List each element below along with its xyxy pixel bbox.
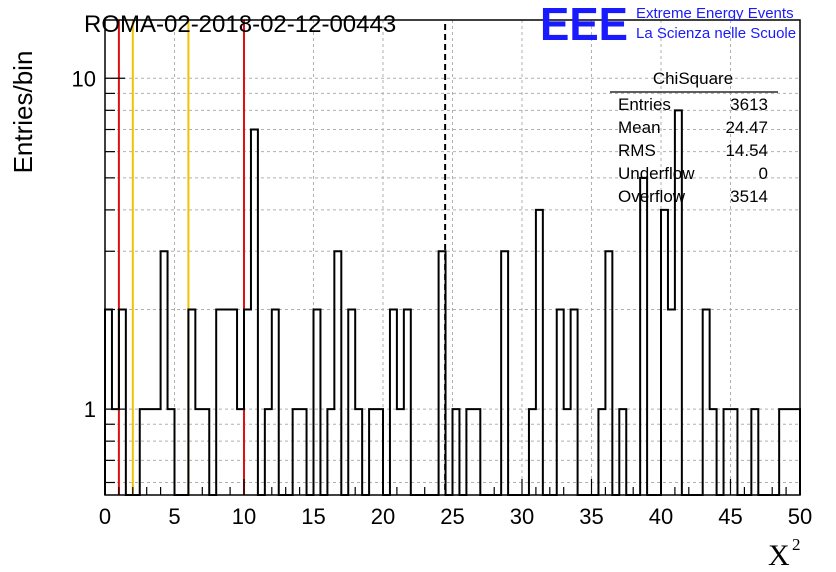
x-tick-label: 25	[440, 504, 464, 529]
stats-value: 3613	[730, 95, 768, 114]
x-tick-label: 40	[649, 504, 673, 529]
x-tick-label: 45	[718, 504, 742, 529]
x-axis-label: X 2	[768, 535, 801, 572]
stats-label: Mean	[618, 118, 661, 137]
x-tick-label: 20	[371, 504, 395, 529]
x-tick-labels: 0 5 10 15 20 25 30 35 40 45 50	[99, 504, 812, 529]
logo-line-2: La Scienza nelle Scuole	[636, 25, 796, 42]
stats-rows: Entries 3613 Mean 24.47 RMS 14.54 Underflow 0 Ov…	[618, 95, 768, 206]
stats-label: Underflow	[618, 164, 695, 183]
stats-label: RMS	[618, 141, 656, 160]
logo-word: EEE	[540, 0, 628, 50]
stats-box: ChiSquare Entries 3613 Mean 24.47 RMS 14.54 Un…	[610, 69, 778, 206]
eee-logo: EEE Extreme Energy Events La Scienza nel…	[540, 0, 796, 50]
x-tick-label: 15	[301, 504, 325, 529]
x-tick-label: 0	[99, 504, 111, 529]
x-tick-label: 5	[168, 504, 180, 529]
stats-value: 0	[759, 164, 768, 183]
stats-value: 14.54	[725, 141, 768, 160]
histogram-outline	[104, 109, 801, 496]
x-axis-label-sup: 2	[792, 535, 801, 554]
x-tick-label: 10	[232, 504, 256, 529]
grid	[105, 20, 800, 495]
y-axis-label: Entries/bin	[8, 51, 38, 174]
stats-name: ChiSquare	[653, 69, 733, 88]
x-axis-label-base: X	[768, 539, 790, 572]
logo-line-1: Extreme Energy Events	[636, 5, 794, 22]
x-tick-label: 35	[579, 504, 603, 529]
stats-label: Overflow	[618, 187, 686, 206]
stats-label: Entries	[618, 95, 671, 114]
y-tick-labels: 1 10	[72, 66, 96, 422]
axis-ticks	[104, 77, 801, 495]
stats-value: 24.47	[725, 118, 768, 137]
chart-title: ROMA-02-2018-02-12-00443	[84, 11, 396, 38]
x-tick-label: 30	[510, 504, 534, 529]
y-tick-label: 10	[72, 66, 96, 91]
stats-value: 3514	[730, 187, 768, 206]
y-tick-label: 1	[84, 397, 96, 422]
x-tick-label: 50	[788, 504, 812, 529]
